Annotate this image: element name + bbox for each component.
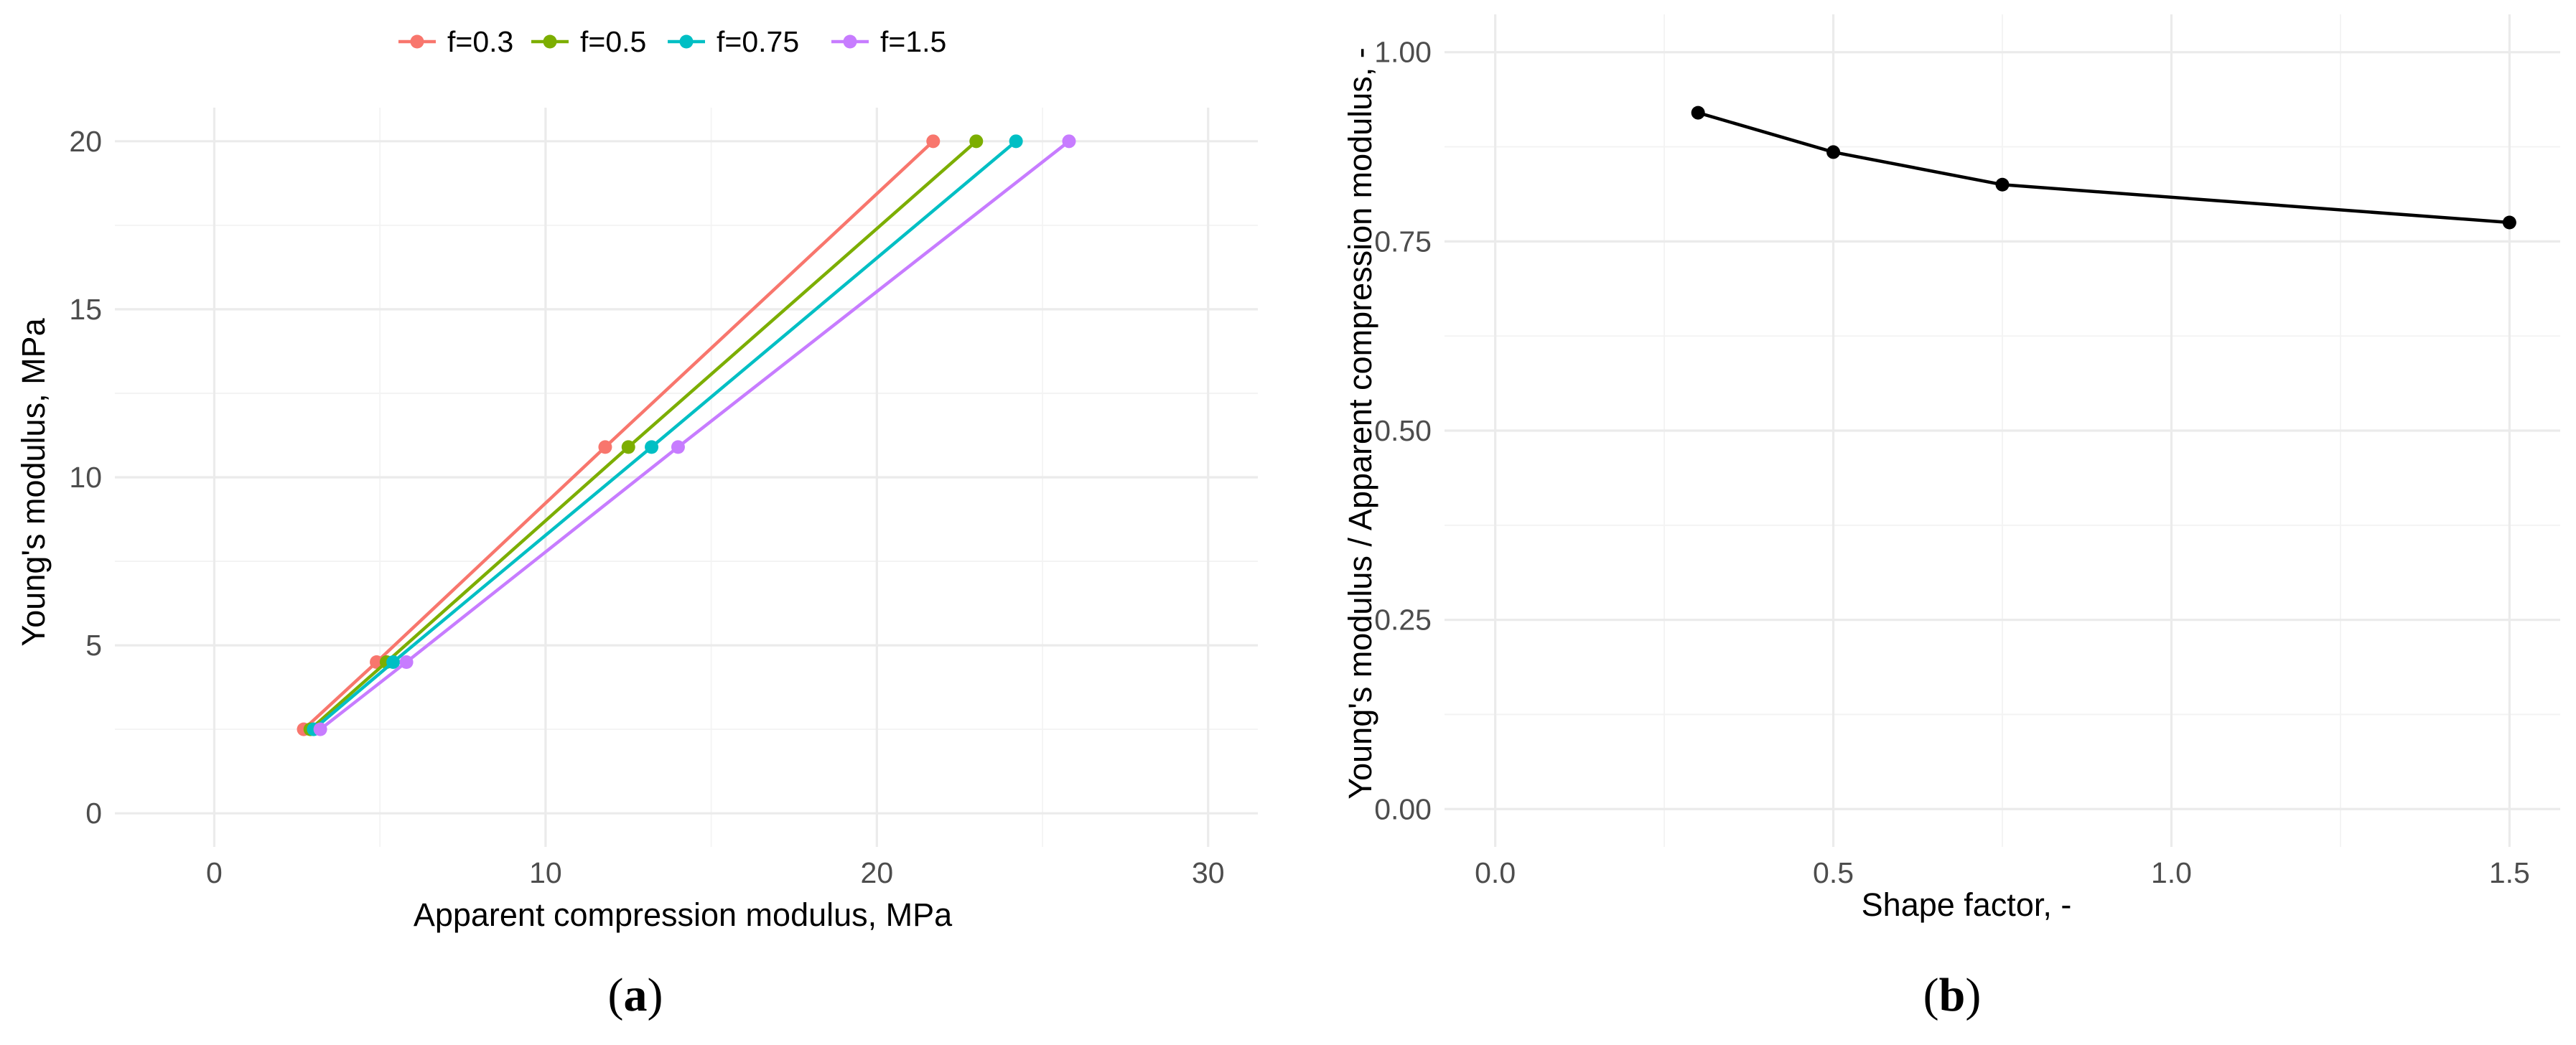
chart-a-y-tick-label: 5 <box>85 629 102 662</box>
chart-b-series <box>1691 106 2516 230</box>
chart-b-x-tick-labels: 0.0 0.5 1.0 1.5 <box>1475 856 2530 889</box>
chart-a-x-axis-title: Apparent compression modulus, MPa <box>414 896 953 933</box>
chart-b-x-axis-title: Shape factor, - <box>1862 886 2072 923</box>
chart-a-panel-label: (a) <box>608 969 663 1021</box>
chart-b-data-point <box>2502 215 2516 230</box>
chart-a-data-point <box>386 655 401 669</box>
chart-a-legend-key-point <box>679 34 694 49</box>
chart-a-legend-label: f=0.3 <box>447 25 513 58</box>
chart-a-y-tick-label: 20 <box>69 125 102 158</box>
chart-a-data-point <box>370 655 384 669</box>
chart-a-data-point <box>598 440 612 454</box>
chart-a-legend-label: f=1.5 <box>880 25 946 58</box>
chart-a-legend-item: f=0.5 <box>531 25 646 58</box>
chart-b-y-tick-label: 0.50 <box>1374 414 1432 447</box>
chart-a-grid <box>115 108 1258 847</box>
chart-a-series <box>297 134 1076 736</box>
chart-a-data-point <box>969 134 984 149</box>
chart-a-panel-letter: a <box>624 969 648 1021</box>
chart-b-grid <box>1445 14 2560 847</box>
chart-b-x-tick-label: 1.0 <box>2151 856 2192 889</box>
chart-a-legend-item: f=0.75 <box>668 25 799 58</box>
chart-a-data-point <box>671 440 685 454</box>
chart-a-legend: f=0.3 f=0.5 f=0.75 f=1.5 <box>398 25 946 58</box>
chart-a-data-point <box>1009 134 1023 149</box>
chart-b-y-axis-title: Young's modulus / Apparent compression m… <box>1342 47 1378 800</box>
chart-a-legend-item: f=0.3 <box>398 25 513 58</box>
chart-b-series-line-1 <box>1697 111 2510 225</box>
chart-b-y-tick-label: 0.00 <box>1374 792 1432 825</box>
chart-a-x-tick-label: 30 <box>1192 856 1225 889</box>
chart-a-data-point <box>1062 134 1076 149</box>
chart-a-series-line-3 <box>312 140 1017 731</box>
chart-b-data-point <box>1691 106 1705 120</box>
chart-b-x-tick-label: 1.5 <box>2489 856 2530 889</box>
chart-a-y-axis-title: Young's modulus, MPa <box>15 317 52 646</box>
chart-b-x-tick-label: 0.0 <box>1475 856 1516 889</box>
chart-b: 0.0 0.5 1.0 1.5 0.00 0.25 0.50 0.75 1.00 Shape … <box>1342 14 2560 1021</box>
chart-a: 0 10 20 30 0 5 10 15 20 f=0.3 f=0.5 f=0.75 f=1.5 A… <box>15 25 1258 1021</box>
chart-b-y-tick-label: 1.00 <box>1374 36 1432 69</box>
chart-b-data-point <box>1995 177 2010 192</box>
chart-a-legend-item: f=1.5 <box>831 25 946 58</box>
chart-a-y-tick-label: 0 <box>85 797 102 830</box>
chart-a-legend-key-point <box>410 34 424 49</box>
chart-a-data-point <box>621 440 635 454</box>
chart-b-panel-letter: b <box>1939 969 1966 1021</box>
chart-a-x-tick-label: 20 <box>861 856 894 889</box>
chart-a-y-tick-label: 10 <box>69 461 102 494</box>
chart-b-x-tick-label: 0.5 <box>1813 856 1854 889</box>
chart-a-data-point <box>645 440 659 454</box>
chart-a-series-line-4 <box>319 140 1070 731</box>
chart-b-panel-label: (b) <box>1923 969 1982 1021</box>
chart-a-data-point <box>313 722 327 736</box>
chart-a-legend-label: f=0.75 <box>717 25 799 58</box>
chart-b-data-point <box>1826 145 1841 159</box>
chart-a-y-tick-label: 15 <box>69 293 102 326</box>
chart-a-data-point <box>399 655 414 669</box>
chart-a-series-line-2 <box>309 140 978 731</box>
chart-b-y-tick-label: 0.75 <box>1374 225 1432 258</box>
chart-a-x-tick-label: 0 <box>206 856 223 889</box>
chart-a-x-tick-labels: 0 10 20 30 <box>206 856 1225 889</box>
chart-a-legend-label: f=0.5 <box>580 25 646 58</box>
chart-a-series-line-1 <box>302 140 935 731</box>
chart-a-y-tick-labels: 0 5 10 15 20 <box>69 125 102 830</box>
chart-a-data-point <box>926 134 941 149</box>
chart-a-legend-key-point <box>543 34 557 49</box>
chart-b-y-tick-label: 0.25 <box>1374 604 1432 637</box>
chart-b-y-tick-labels: 0.00 0.25 0.50 0.75 1.00 <box>1374 36 1432 826</box>
chart-a-legend-key-point <box>843 34 857 49</box>
chart-a-x-tick-label: 10 <box>529 856 562 889</box>
